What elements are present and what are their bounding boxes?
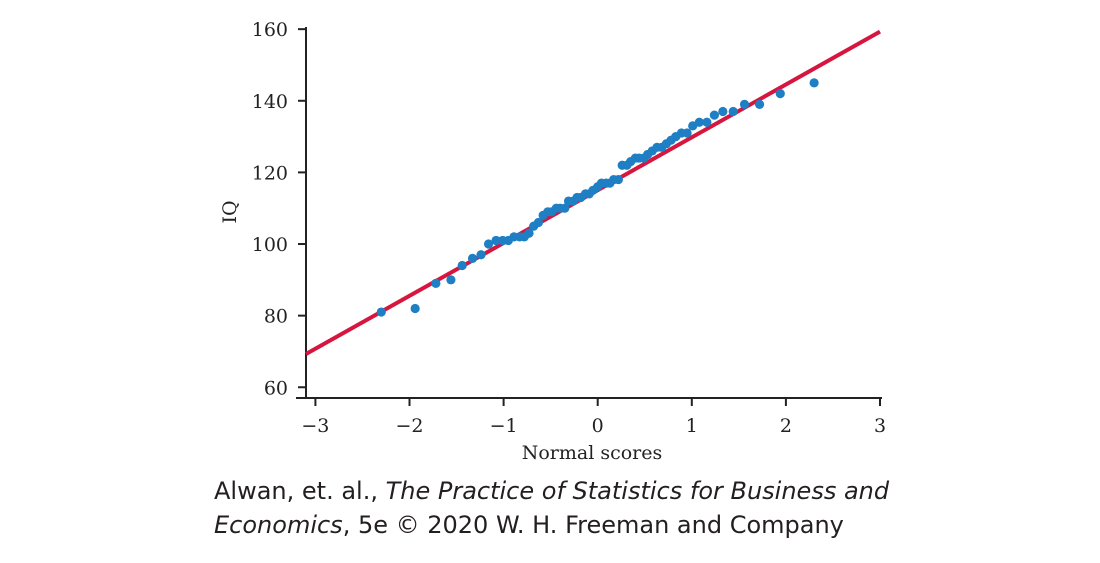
credit-authors: Alwan, et. al., <box>214 477 386 505</box>
y-tick-label: 120 <box>252 162 288 184</box>
credit-line-1: Alwan, et. al., The Practice of Statisti… <box>214 474 889 508</box>
data-point <box>410 303 420 314</box>
x-ticks: −3 −2 −1 0 1 2 3 <box>301 398 886 437</box>
credit-edition-publisher: , 5e © 2020 W. H. Freeman and Company <box>342 511 844 539</box>
data-point <box>709 110 719 120</box>
data-point <box>560 203 570 213</box>
x-tick-label: 3 <box>874 415 886 437</box>
y-tick-label: 80 <box>264 306 288 328</box>
normal-quantile-plot: −3 −2 −1 0 1 2 3 60 80 100 120 140 160 Normal score… <box>219 19 886 464</box>
data-point <box>739 99 750 109</box>
y-axis-title: IQ <box>219 200 241 223</box>
x-tick-label: 0 <box>592 415 604 437</box>
data-point <box>457 260 467 271</box>
figure-credit: Alwan, et. al., The Practice of Statisti… <box>214 474 889 542</box>
y-ticks: 60 80 100 120 140 160 <box>252 19 306 399</box>
x-axis-title: Normal scores <box>522 442 663 464</box>
data-point <box>694 117 704 127</box>
y-tick-label: 160 <box>252 19 288 41</box>
data-point <box>524 228 534 238</box>
data-point <box>702 117 712 127</box>
x-tick-label: −3 <box>301 415 329 437</box>
data-point <box>467 253 478 263</box>
y-tick-label: 140 <box>252 91 288 113</box>
data-point <box>446 275 456 285</box>
data-point <box>754 99 765 109</box>
data-point <box>682 128 692 138</box>
data-point <box>809 78 819 88</box>
x-tick-label: 2 <box>780 415 792 437</box>
data-point <box>728 106 738 117</box>
data-points <box>376 78 819 317</box>
x-tick-label: −2 <box>396 415 424 437</box>
data-point <box>533 217 544 228</box>
y-tick-label: 100 <box>252 234 288 256</box>
data-point <box>775 89 785 99</box>
data-point <box>476 250 486 260</box>
data-point <box>718 106 728 117</box>
data-point <box>431 278 441 289</box>
data-point <box>491 235 501 246</box>
y-tick-label: 60 <box>264 377 288 399</box>
data-point <box>483 239 494 249</box>
x-tick-label: −1 <box>490 415 518 437</box>
x-tick-label: 1 <box>686 415 698 437</box>
data-point <box>613 174 624 185</box>
axes <box>296 27 882 399</box>
credit-line-2: Economics, 5e © 2020 W. H. Freeman and C… <box>214 508 889 542</box>
data-point <box>376 307 386 317</box>
credit-book-title-1: The Practice of Statistics for Business … <box>385 477 890 505</box>
credit-book-title-2: Economics <box>214 511 343 539</box>
